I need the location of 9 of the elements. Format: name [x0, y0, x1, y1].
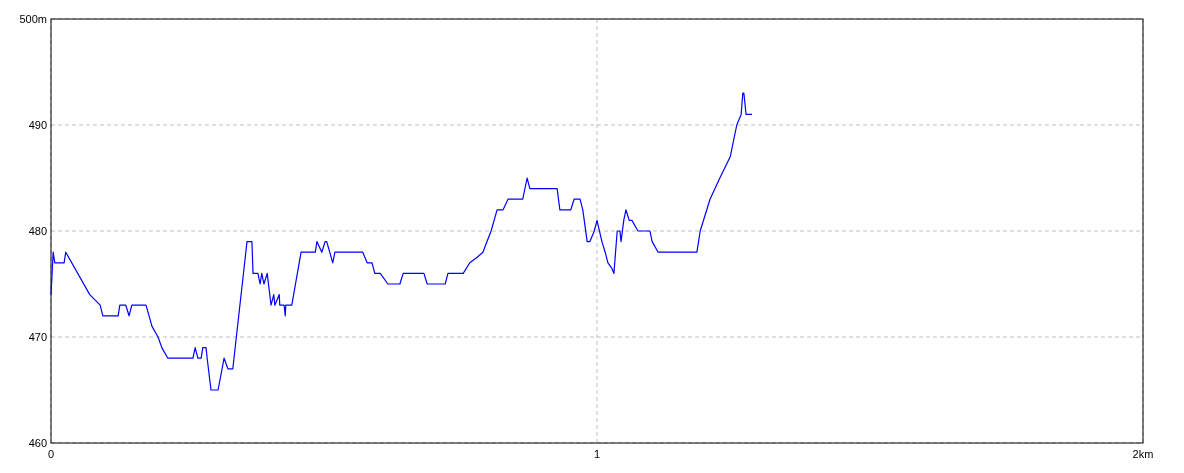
y-tick-label: 490	[28, 119, 47, 131]
y-tick-label: 460	[28, 437, 47, 449]
y-tick-label: 470	[28, 331, 47, 343]
x-tick-label: 1	[593, 448, 601, 460]
line-series	[50, 92, 753, 391]
y-tick-label: 500m	[19, 13, 47, 25]
x-tick-label: 0	[47, 448, 55, 460]
y-tick-label: 480	[28, 225, 47, 237]
x-tick-label: 2km	[1132, 448, 1154, 460]
